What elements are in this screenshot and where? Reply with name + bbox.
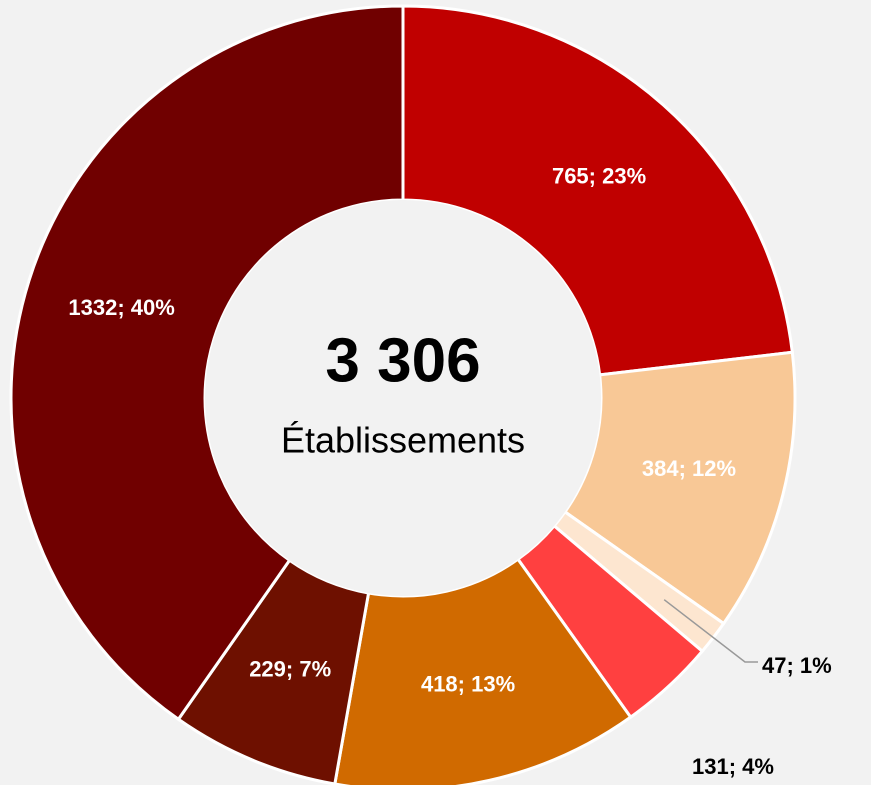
data-label: 384; 12% (642, 456, 736, 481)
data-label: 765; 23% (552, 163, 646, 188)
data-label: 47; 1% (762, 653, 832, 678)
data-label: 229; 7% (249, 656, 331, 681)
leader-line (663, 599, 758, 663)
data-label: 131; 4% (692, 754, 774, 779)
center-label: Établissements (281, 420, 525, 461)
data-label: 418; 13% (421, 672, 515, 697)
center-value: 3 306 (325, 326, 480, 395)
donut-hole (205, 200, 601, 596)
data-label: 1332; 40% (68, 295, 174, 320)
